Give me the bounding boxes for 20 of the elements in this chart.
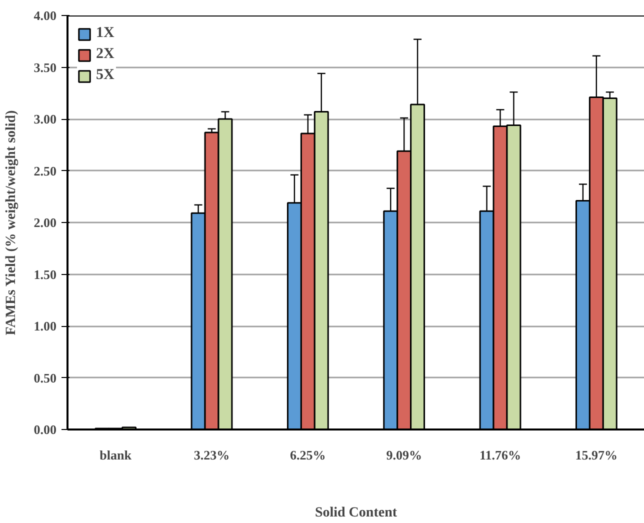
x-axis-title: Solid Content (314, 506, 398, 520)
legend-label: 1X (96, 25, 116, 42)
y-tick-label: 0.00 (34, 422, 56, 437)
y-tick-label: 3.50 (34, 60, 56, 75)
x-tick-label: 15.97% (575, 448, 618, 462)
y-tick-label: 4.00 (34, 8, 56, 23)
x-tick-label: 6.25% (290, 448, 326, 462)
y-axis-title: FAMEs Yield (% weight/weight solid) (4, 110, 19, 336)
y-tick-label: 3.00 (34, 112, 56, 126)
legend-label: 2X (96, 46, 116, 63)
legend-label: 5X (96, 67, 116, 84)
x-tick-label: 11.76% (479, 448, 522, 462)
x-tick-label: 9.09% (386, 448, 422, 462)
x-tick-label: 3.23% (194, 448, 230, 462)
y-tick-label: 0.50 (34, 370, 56, 386)
y-tick-label: 1.50 (34, 266, 56, 282)
x-tick-label: blank (100, 448, 132, 462)
y-tick-label: 2.50 (34, 163, 56, 178)
y-tick-label: 2.00 (34, 215, 56, 230)
y-tick-label: 1.00 (34, 318, 56, 334)
